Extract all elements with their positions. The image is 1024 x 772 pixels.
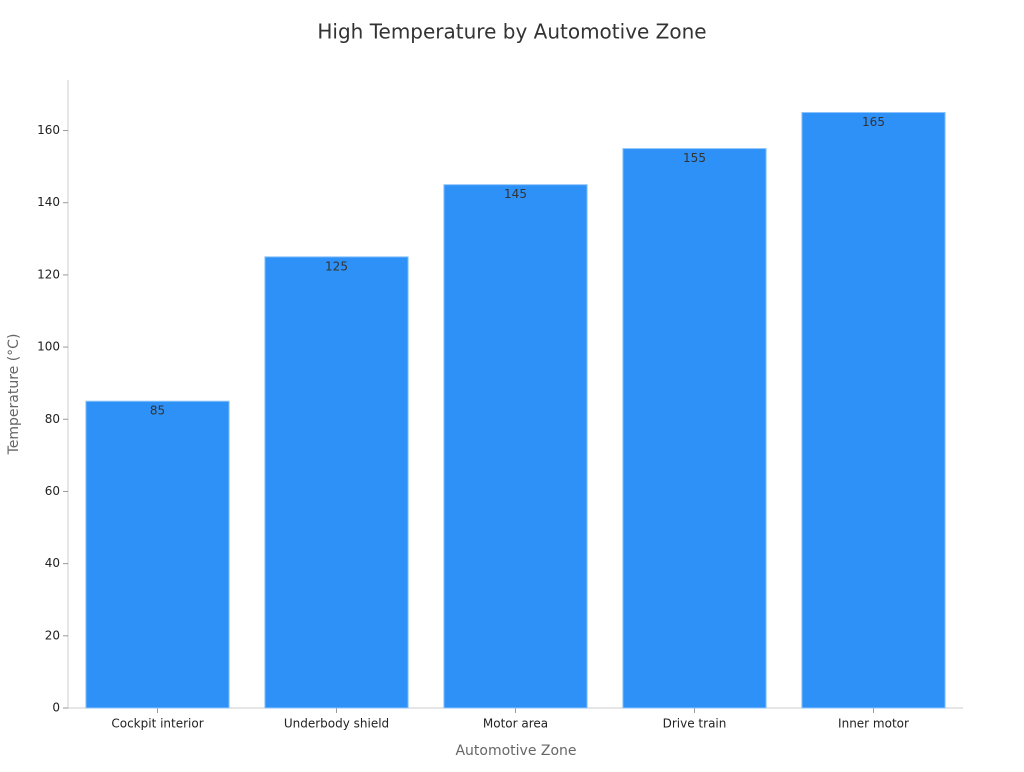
y-tick-label: 140 (37, 195, 60, 209)
value-label: 145 (504, 187, 527, 201)
y-tick-label: 120 (37, 267, 60, 281)
y-tick-label: 60 (45, 484, 60, 498)
x-tick-label: Underbody shield (284, 717, 389, 731)
x-tick-label: Motor area (483, 717, 548, 731)
y-tick-label: 40 (45, 556, 60, 570)
value-label: 125 (325, 259, 348, 273)
x-tick-label: Inner motor (838, 717, 909, 731)
chart-title: High Temperature by Automotive Zone (317, 20, 706, 44)
bar (85, 400, 230, 709)
value-label: 165 (862, 115, 885, 129)
bar (264, 256, 409, 709)
bar (801, 111, 946, 709)
y-tick-label: 20 (45, 628, 60, 642)
value-label: 85 (150, 404, 165, 418)
x-axis-title: Automotive Zone (455, 743, 576, 759)
y-axis-title: Temperature (°C) (6, 334, 22, 456)
bar (622, 148, 767, 709)
x-tick-label: Cockpit interior (111, 717, 203, 731)
y-tick-label: 0 (52, 701, 60, 715)
x-tick-label: Drive train (663, 717, 727, 731)
y-tick-label: 80 (45, 412, 60, 426)
y-tick-label: 100 (37, 340, 60, 354)
y-tick-label: 160 (37, 123, 60, 137)
value-label: 155 (683, 151, 706, 165)
bar (443, 184, 588, 709)
